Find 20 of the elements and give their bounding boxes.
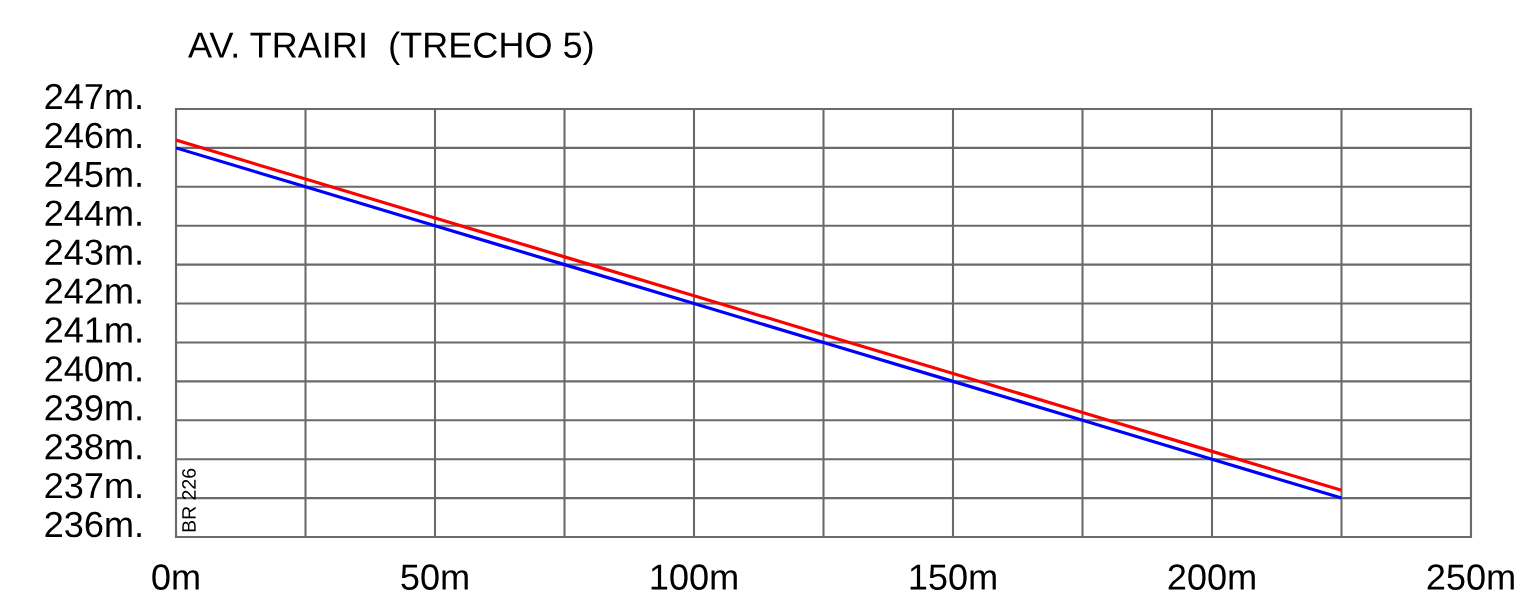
y-tick-label: 240m.	[45, 356, 141, 382]
x-tick-label: 250m	[1427, 564, 1514, 590]
x-tick-label: 200m	[1168, 564, 1255, 590]
chart-title: AV. TRAIRI (TRECHO 5)	[188, 31, 593, 66]
y-tick-label: 247m.	[45, 83, 141, 109]
y-tick-label: 236m.	[45, 511, 141, 538]
y-tick-label: 241m.	[45, 317, 141, 343]
y-tick-label: 237m.	[45, 472, 141, 499]
y-tick-label: 239m.	[45, 395, 141, 421]
annotation: BR 226	[182, 468, 196, 532]
x-tick-label: 0m	[152, 564, 199, 590]
y-tick-label: 246m.	[45, 122, 141, 149]
y-tick-label: 245m.	[45, 161, 141, 188]
y-tick-label: 243m.	[45, 239, 141, 265]
x-tick-label: 150m	[910, 564, 996, 590]
y-tick-label: 244m.	[45, 200, 141, 226]
y-tick-label: 242m.	[45, 278, 141, 304]
x-tick-label: 50m	[401, 564, 468, 590]
x-tick-label: 100m	[651, 564, 737, 590]
y-tick-label: 238m.	[45, 433, 141, 460]
